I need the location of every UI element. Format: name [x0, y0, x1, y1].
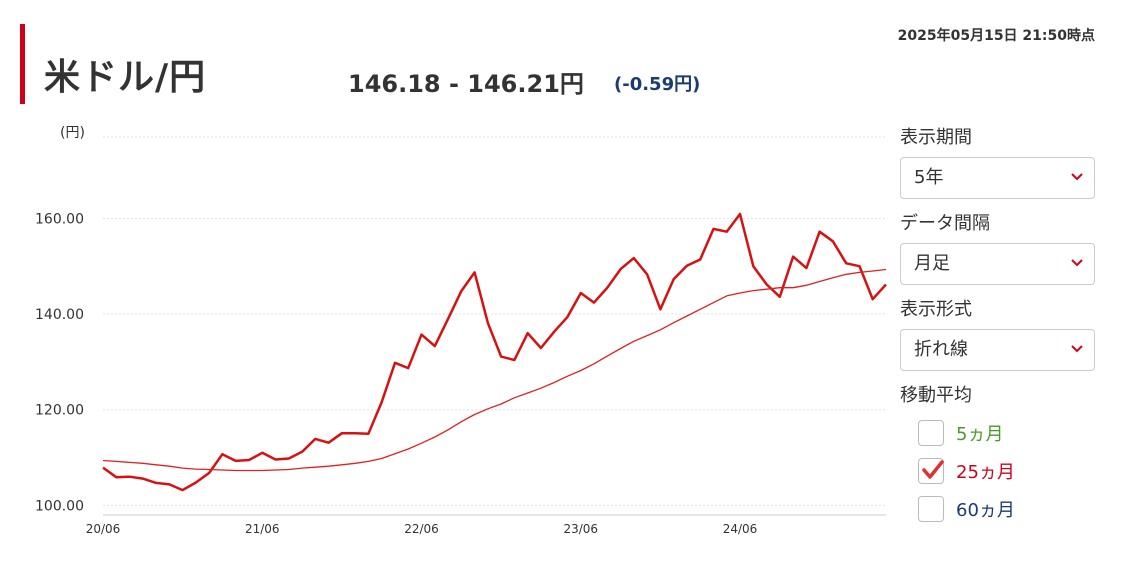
grid: [103, 136, 886, 516]
format-select[interactable]: 折れ線: [900, 329, 1095, 371]
timestamp: 2025年05月15日 21:50時点: [897, 28, 1095, 44]
ma-5-label: 5ヵ月: [956, 424, 1004, 445]
ma-option-60[interactable]: 60ヵ月: [918, 491, 1095, 527]
ma-25-checkbox[interactable]: [918, 458, 944, 484]
y-tick-label: 160.00: [35, 211, 84, 227]
rate-change: (-0.59円): [614, 74, 701, 95]
y-tick-label: 140.00: [35, 307, 84, 323]
format-label: 表示形式: [900, 299, 972, 320]
period-select[interactable]: 5年: [900, 157, 1095, 199]
x-ticks: 20/06 21/06 22/06 23/06 24/06: [86, 522, 758, 536]
check-icon: [922, 460, 944, 479]
rate-range: 146.18 - 146.21円: [348, 70, 584, 98]
chevron-down-icon: [1071, 345, 1083, 353]
series: [102, 212, 887, 492]
chevron-down-icon: [1071, 259, 1083, 267]
x-tick-label: 21/06: [245, 522, 280, 536]
x-tick-label: 20/06: [86, 522, 121, 536]
ma-5-checkbox[interactable]: [918, 420, 944, 446]
interval-select[interactable]: 月足: [900, 243, 1095, 285]
y-ticks: 100.00 120.00 140.00 160.00: [35, 211, 84, 514]
ma-option-25[interactable]: 25ヵ月: [918, 453, 1095, 489]
period-label: 表示期間: [900, 127, 972, 148]
control-panel: 表示期間 5年 データ間隔 月足 表示形式 折れ線 移動平均 5ヵ月 25ヵ月 …: [900, 126, 1095, 527]
y-tick-label: 120.00: [35, 403, 84, 419]
ma-option-5[interactable]: 5ヵ月: [918, 415, 1095, 451]
moving-average-label: 移動平均: [900, 385, 972, 406]
interval-label: データ間隔: [900, 213, 990, 234]
title-accent-bar: [20, 24, 25, 104]
ma-60-checkbox[interactable]: [918, 496, 944, 522]
chevron-down-icon: [1071, 173, 1083, 181]
x-tick-label: 22/06: [404, 522, 439, 536]
x-tick-label: 23/06: [563, 522, 598, 536]
period-value: 5年: [914, 167, 944, 188]
x-tick-label: 24/06: [723, 522, 758, 536]
price-line: [102, 212, 887, 492]
y-axis-label: (円): [60, 125, 85, 141]
interval-value: 月足: [914, 253, 950, 274]
ma-60-label: 60ヵ月: [956, 500, 1015, 521]
moving-average-line: [102, 268, 887, 472]
page-title: 米ドル/円: [44, 57, 207, 98]
ma-25-label: 25ヵ月: [956, 462, 1015, 483]
format-value: 折れ線: [914, 339, 968, 360]
y-tick-label: 100.00: [35, 498, 84, 514]
